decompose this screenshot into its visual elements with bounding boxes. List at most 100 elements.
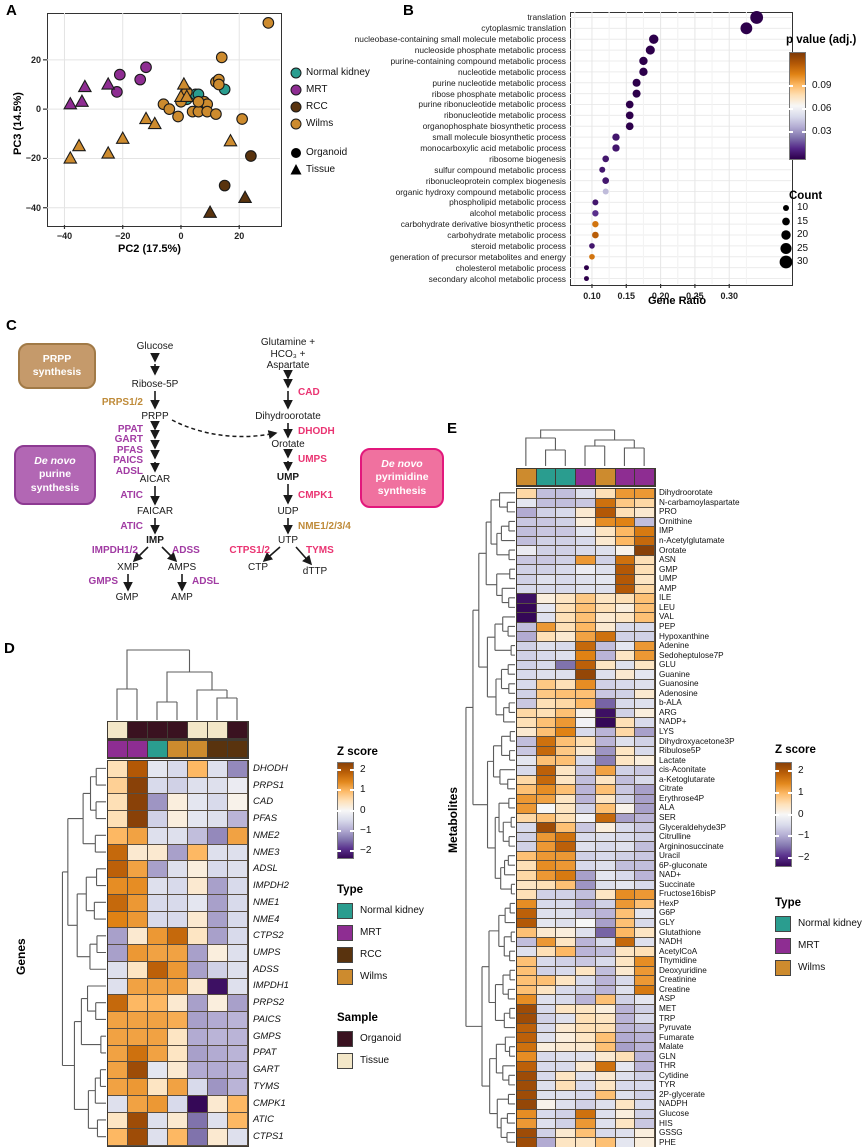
- heatmap-cell: [537, 814, 556, 823]
- heatmap-cell: [168, 1062, 188, 1079]
- heatmap-cell: [128, 1012, 148, 1029]
- heatmap-cell: [556, 814, 576, 823]
- heatmap-cell: [635, 661, 655, 670]
- heatmap-cell: [635, 651, 655, 661]
- heatmap-cell: [228, 761, 248, 778]
- go-term-dot: [589, 243, 595, 249]
- e-zscore-tick: [788, 769, 792, 772]
- pca-point: [134, 73, 147, 86]
- heatmap-cell: [576, 604, 596, 613]
- heatmap-cell: [635, 766, 655, 776]
- go-term-label: nucleoside phosphate metabolic process: [414, 45, 566, 56]
- heatmap-cell: [635, 489, 655, 499]
- type-annotation-cell: [128, 741, 148, 758]
- heatmap-cell: [556, 585, 576, 594]
- heatmap-cell: [596, 518, 616, 527]
- heatmap-cell: [576, 785, 596, 795]
- heatmap-cell: [517, 613, 537, 623]
- go-term-label: purine-containing compound metabolic pro…: [390, 55, 566, 66]
- pathway-box-line: De novo: [34, 455, 76, 468]
- heatmap-cell: [576, 680, 596, 690]
- pathway-arrow: [262, 546, 281, 563]
- heatmap-cell: [596, 823, 616, 833]
- heatmap-cell: [537, 909, 556, 919]
- heatmap-cell: [537, 852, 556, 861]
- heatmap-cell: [576, 527, 596, 537]
- pca-point: [179, 89, 194, 102]
- gene-label: GART: [253, 1064, 280, 1076]
- heatmap-cell: [517, 766, 537, 776]
- go-term-dot: [612, 144, 620, 152]
- heatmap-cell: [148, 979, 168, 995]
- e-zscore-tick: [775, 813, 779, 816]
- heatmap-cell: [537, 785, 556, 795]
- heatmap-cell: [635, 642, 655, 651]
- pca-point: [74, 94, 90, 107]
- heatmap-cell: [108, 811, 128, 828]
- heatmap-cell: [616, 795, 635, 804]
- d-column-dendrogram: [116, 649, 238, 720]
- gene-label: PAICS: [253, 1013, 281, 1025]
- heatmap-cell: [537, 604, 556, 613]
- heatmap-cell: [576, 556, 596, 565]
- pca-point: [163, 103, 176, 115]
- heatmap-cell: [128, 1062, 148, 1079]
- heatmap-cell: [108, 828, 128, 845]
- heatmap-cell: [596, 833, 616, 842]
- prpp-synthesis-box: PRPP synthesis: [18, 343, 96, 389]
- heatmap-cell: [556, 613, 576, 623]
- heatmap-cell: [616, 737, 635, 747]
- heatmap-cell: [596, 747, 616, 756]
- heatmap-cell: [148, 1129, 168, 1146]
- e-type-legend-label: Wilms: [798, 962, 826, 973]
- heatmap-cell: [537, 651, 556, 661]
- heatmap-cell: [616, 728, 635, 737]
- heatmap-cell: [168, 861, 188, 878]
- pathway-node-aicar: AICAR: [139, 474, 171, 485]
- heatmap-cell: [517, 919, 537, 928]
- heatmap-cell: [168, 845, 188, 861]
- heatmap-cell: [596, 890, 616, 900]
- panel-c-pathway-diagram: PRPP synthesis De novo purine synthesis De no…: [0, 315, 470, 615]
- heatmap-cell: [517, 900, 537, 909]
- heatmap-cell: [228, 878, 248, 895]
- heatmap-cell: [556, 690, 576, 699]
- go-term-dot: [750, 11, 764, 24]
- d-type-legend-label: RCC: [360, 949, 382, 960]
- row-dendrogram-path: [465, 492, 515, 1143]
- heatmap-cell: [148, 895, 168, 912]
- heatmap-cell: [168, 995, 188, 1012]
- heatmap-cell: [596, 556, 616, 565]
- pca-point: [212, 78, 225, 91]
- go-term-dot: [612, 133, 620, 141]
- heatmap-cell: [635, 900, 655, 909]
- pathway-node-glucose: Glucose: [136, 341, 174, 352]
- heatmap-cell: [556, 508, 576, 518]
- heatmap-cell: [556, 861, 576, 871]
- heatmap-cell: [128, 1129, 148, 1146]
- pathway-node-adsl: ADSL: [115, 466, 143, 477]
- heatmap-cell: [576, 852, 596, 861]
- heatmap-cell: [576, 890, 596, 900]
- go-term-label: cholesterol metabolic process: [455, 262, 566, 273]
- heatmap-cell: [537, 699, 556, 709]
- heatmap-cell: [188, 1096, 208, 1113]
- heatmap-cell: [635, 737, 655, 747]
- heatmap-cell: [616, 537, 635, 546]
- gene-label: PFAS: [253, 813, 278, 825]
- heatmap-cell: [556, 776, 576, 785]
- pathway-node-cmpk1: CMPK1: [298, 490, 334, 501]
- heatmap-cell: [208, 811, 228, 828]
- heatmap-cell: [168, 1129, 188, 1146]
- heatmap-cell: [228, 1012, 248, 1029]
- heatmap-cell: [616, 776, 635, 785]
- pca-point: [176, 76, 192, 90]
- heatmap-cell: [537, 871, 556, 881]
- heatmap-cell: [556, 565, 576, 575]
- d-zscore-tick: [350, 789, 354, 792]
- heatmap-cell: [208, 928, 228, 945]
- heatmap-cell: [168, 962, 188, 979]
- heatmap-cell: [537, 565, 556, 575]
- heatmap-cell: [517, 909, 537, 919]
- heatmap-cell: [128, 1113, 148, 1129]
